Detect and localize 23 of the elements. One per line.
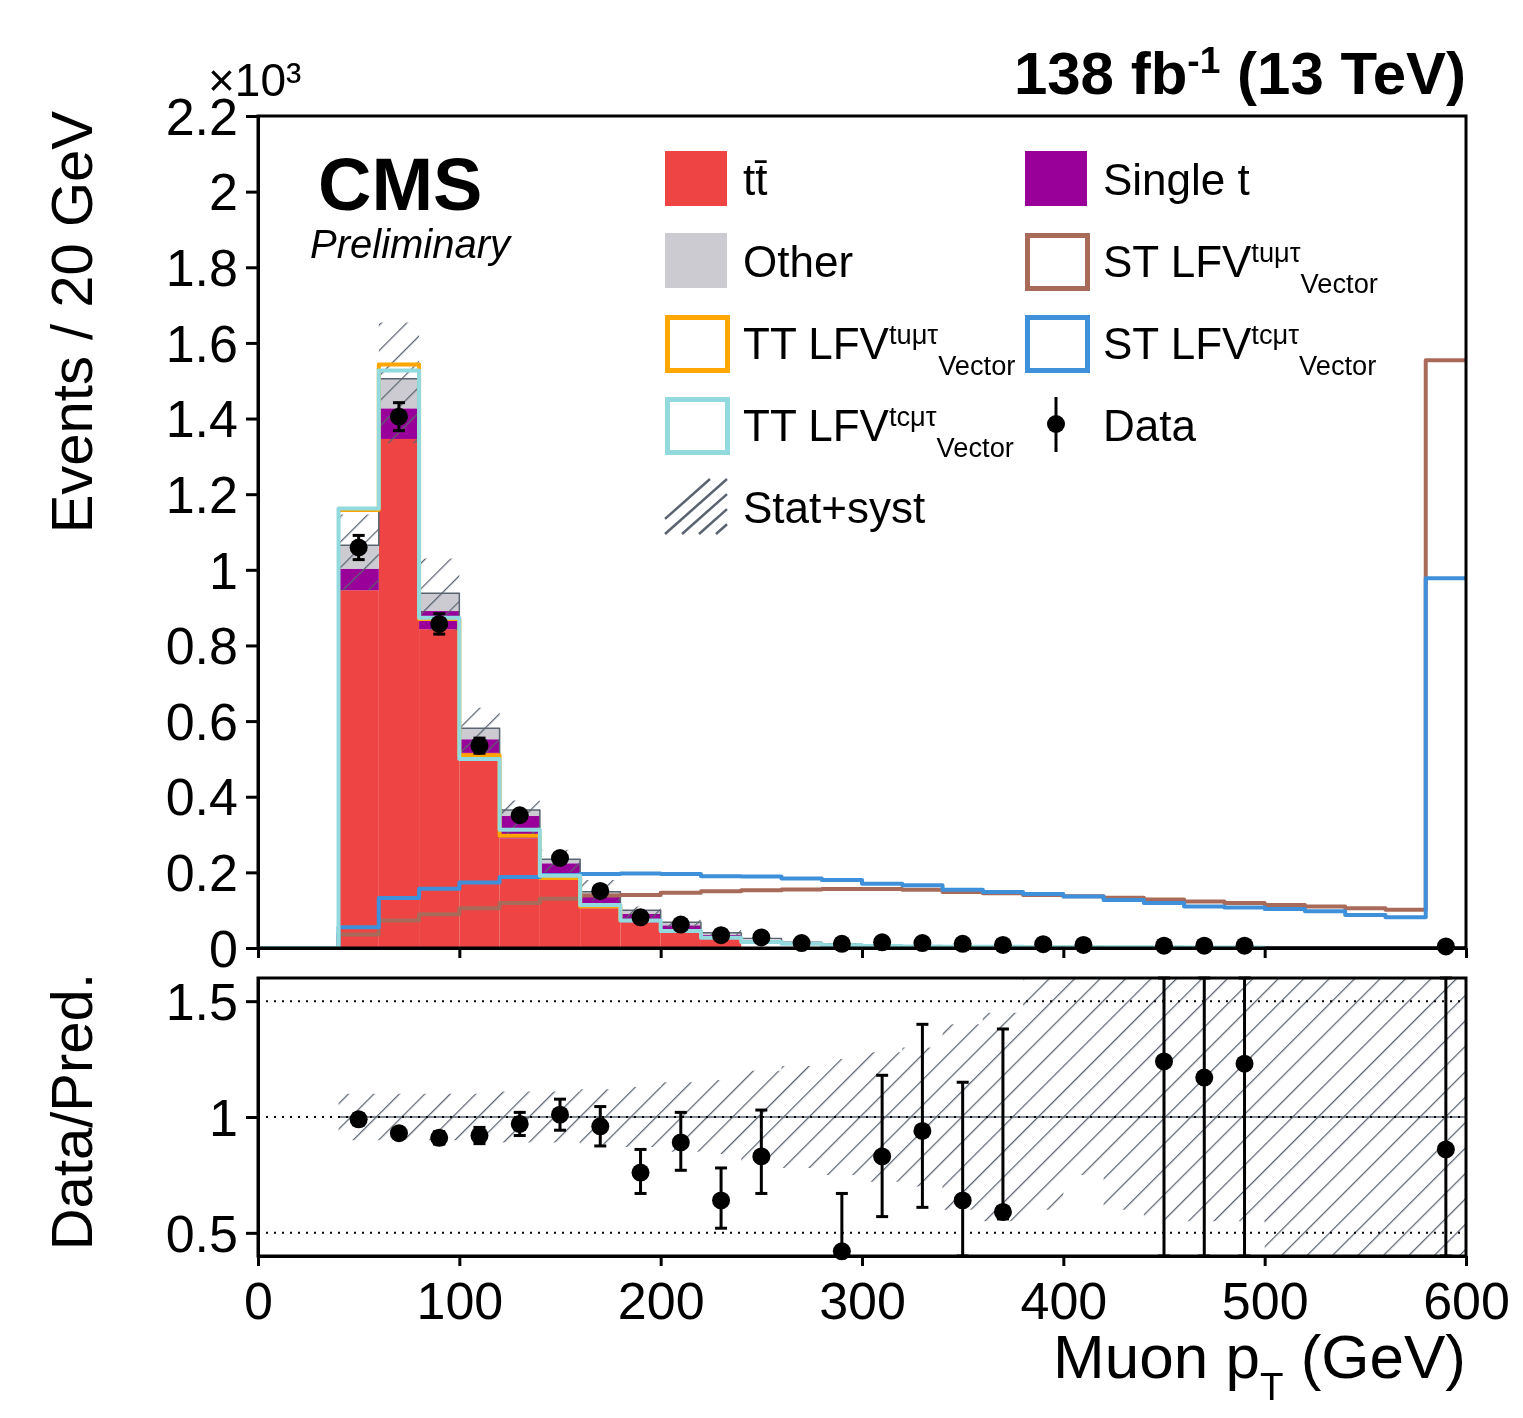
- chart-title: 138 fb$^{-1}$ (13 TeV): [1013, 39, 1466, 107]
- y-tick-label: 1.2: [165, 465, 238, 524]
- legend-label: Single t: [1103, 155, 1250, 204]
- y-tick-label: 0.5: [165, 1204, 238, 1263]
- x-tick-label: 100: [416, 1271, 504, 1330]
- y-axis-title: Events / 20 GeV: [39, 110, 104, 534]
- y-tick-label: 1: [209, 1088, 238, 1147]
- y-tick-label: 0.6: [165, 692, 238, 751]
- y-tick-label: 1.6: [165, 314, 238, 373]
- y-tick-label: 0.8: [165, 617, 238, 676]
- y-tick-label: 1.4: [165, 390, 238, 449]
- legend-label: tt̄: [743, 155, 768, 204]
- y-tick-label: 2: [209, 163, 238, 222]
- y-axis-title: Data/Pred.: [39, 973, 104, 1251]
- y-tick-label: 0.4: [165, 768, 238, 827]
- y-tick-label: 1.8: [165, 238, 238, 297]
- legend-label: Data: [1103, 401, 1197, 450]
- x-tick-label: 300: [819, 1271, 906, 1330]
- x-tick-label: 200: [617, 1271, 705, 1330]
- legend-label: Other: [743, 237, 854, 286]
- legend-label: Stat+syst: [743, 483, 926, 532]
- y-tick-label: 1: [209, 541, 238, 600]
- y-tick-label: 0.2: [165, 844, 238, 903]
